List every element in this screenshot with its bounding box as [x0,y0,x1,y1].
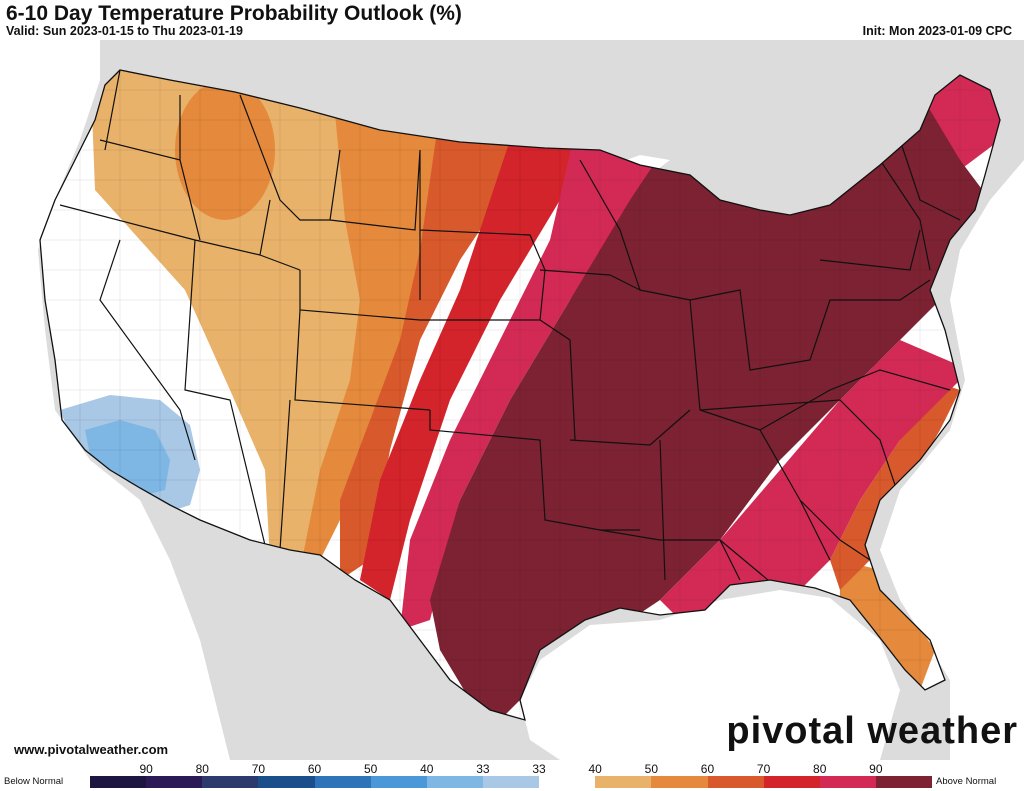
us-outline [39,69,1001,721]
website-url: www.pivotalweather.com [14,742,169,757]
legend-swatch [426,776,483,788]
legend-number: 90 [869,762,883,776]
legend-swatch [314,776,371,788]
legend-number: 50 [644,762,659,776]
valid-period: Valid: Sun 2023-01-15 to Thu 2023-01-19 [6,24,243,38]
pacific-ocean [0,40,230,760]
legend-swatch [370,776,427,788]
legend-swatch [146,776,203,788]
legend-swatch [707,776,764,788]
legend-number: 33 [476,762,490,776]
legend-number: 50 [363,762,378,776]
legend-numbers: 90 80 70 60 50 40 33 33 40 50 60 70 80 90 [0,762,1024,776]
region-above-60 [360,110,600,600]
legend-swatch [202,776,259,788]
legend-number: 80 [195,762,209,776]
legend-number: 40 [420,762,434,776]
region-below-40 [85,420,170,495]
region-above-40-idaho [175,80,275,220]
legend-number: 40 [588,762,602,776]
legend-number: 80 [813,762,827,776]
legend-swatch [651,776,708,788]
init-time: Init: Mon 2023-01-09 CPC [862,24,1012,38]
pivotal-weather-logo: pivotal weather [726,710,1018,752]
legend-swatch [539,776,596,788]
legend-number: 70 [251,762,266,776]
legend-swatch [819,776,876,788]
legend-number: 60 [307,762,322,776]
legend-swatch [875,776,933,788]
legend-above-label: Above Normal [936,776,997,787]
state-boundaries [59,70,961,591]
legend-below-label: Below Normal [4,776,64,787]
region-above-70-southeast [660,340,970,630]
gulf-of-mexico [520,590,900,760]
legend-swatch [90,776,147,788]
map-header: 6-10 Day Temperature Probability Outlook… [0,0,1024,40]
region-above-40-florida [840,560,935,690]
legend-swatch [482,776,540,788]
region-above-50 [340,110,560,580]
map-canvas [0,40,1024,760]
legend-color-bar [90,776,933,788]
legend-number: 70 [756,762,771,776]
region-above-80 [430,110,990,720]
legend-number: 33 [532,762,546,776]
legend-swatch [595,776,652,788]
region-above-50-carolina [830,360,960,590]
legend-number: 90 [139,762,153,776]
map-title: 6-10 Day Temperature Probability Outlook… [6,2,462,25]
region-above-70 [400,110,700,630]
legend-number: 60 [700,762,715,776]
legend: 90 80 70 60 50 40 33 33 40 50 60 70 80 90 Below Norma… [0,760,1024,791]
region-above-40 [300,70,470,570]
atlantic-ocean [880,160,1024,760]
legend-swatch [763,776,820,788]
legend-swatch [258,776,315,788]
us-map [0,40,1024,760]
